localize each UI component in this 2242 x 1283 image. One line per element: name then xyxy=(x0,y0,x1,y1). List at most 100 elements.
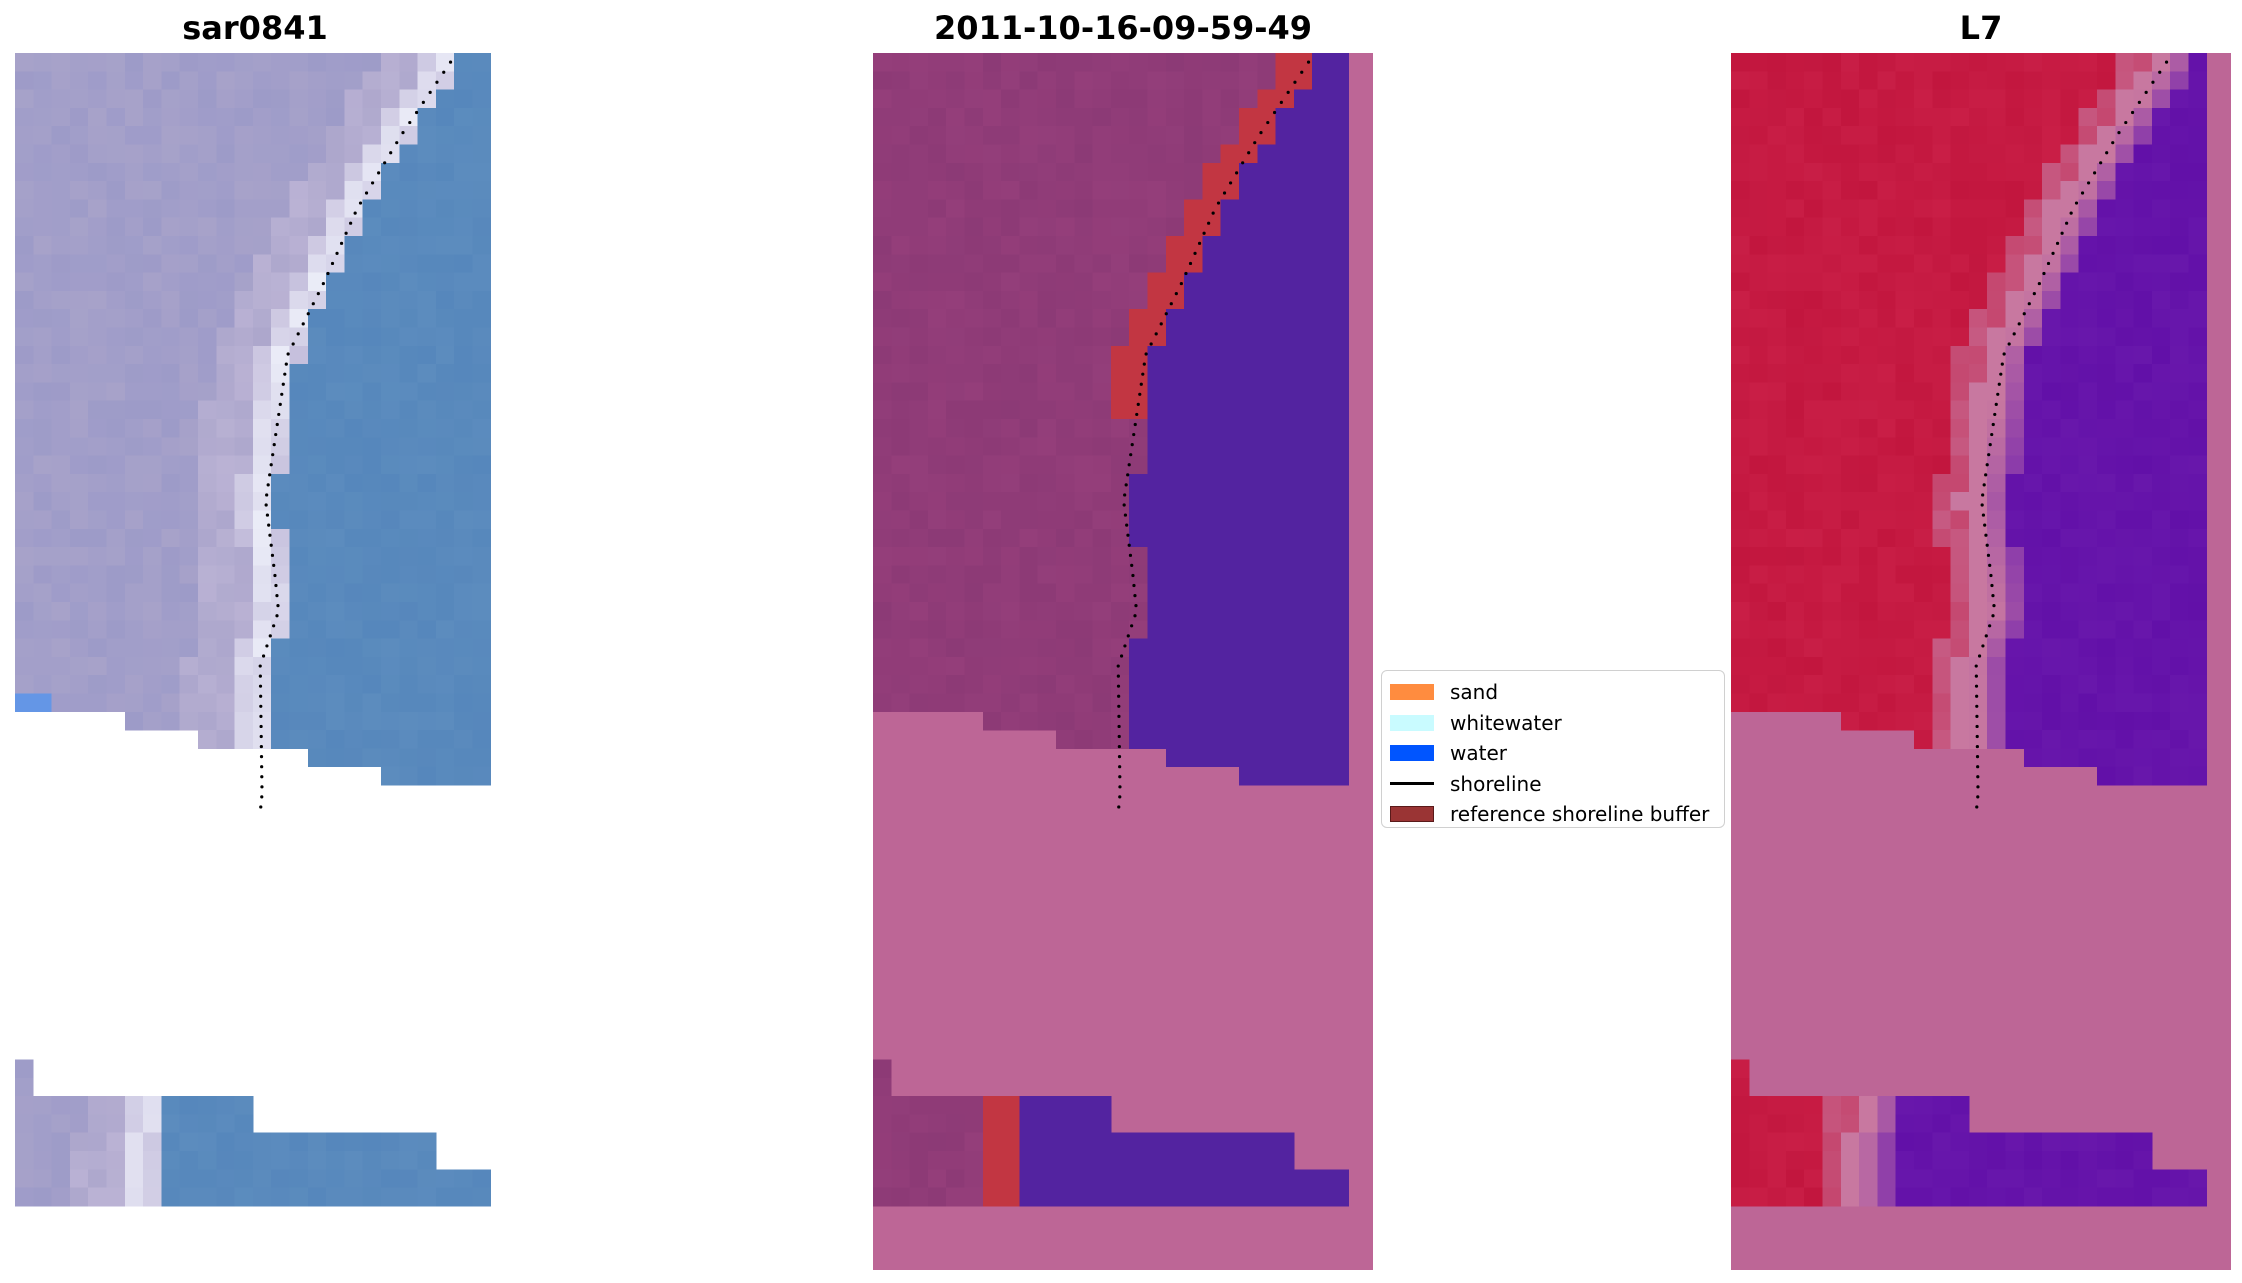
legend-swatch-whitewater xyxy=(1390,714,1434,731)
shoreline-point xyxy=(1983,523,1987,527)
shoreline-point xyxy=(260,795,264,799)
shoreline-point xyxy=(1990,432,1994,437)
shoreline-point xyxy=(1123,513,1128,517)
shoreline-point xyxy=(275,593,279,598)
shoreline-point xyxy=(2093,171,2097,175)
shoreline-point xyxy=(1132,432,1136,437)
shoreline-point xyxy=(258,674,262,678)
shoreline-point xyxy=(1259,131,1263,135)
shoreline-point xyxy=(321,281,325,286)
shoreline-point xyxy=(1994,402,1998,406)
shoreline-point xyxy=(274,432,278,437)
shoreline-point xyxy=(1272,110,1277,115)
shoreline-point xyxy=(272,443,276,447)
shoreline-point xyxy=(1202,231,1206,235)
shoreline-point xyxy=(1117,724,1121,729)
shoreline-point xyxy=(264,503,268,507)
shoreline-point xyxy=(283,372,287,376)
shoreline-point xyxy=(277,412,281,417)
shoreline-point xyxy=(421,100,425,105)
shoreline-point xyxy=(2080,191,2085,195)
shoreline-point xyxy=(258,684,263,688)
legend-swatch-sand xyxy=(1390,684,1434,701)
shoreline-point xyxy=(1116,674,1120,678)
shoreline-point xyxy=(1211,211,1215,215)
shoreline-point xyxy=(2130,110,2135,115)
shoreline-point xyxy=(260,775,264,779)
legend-label-buffer: reference shoreline buffer xyxy=(1450,802,1710,827)
shoreline-point xyxy=(269,543,273,547)
legend-item-whitewater: whitewater xyxy=(1390,708,1714,739)
panel-title-index: L7 xyxy=(1959,9,2003,47)
shoreline-point xyxy=(2055,241,2060,245)
shoreline-point xyxy=(335,251,339,255)
shoreline-point xyxy=(275,422,279,427)
shoreline-point xyxy=(260,785,264,789)
shoreline-point xyxy=(428,90,432,94)
shoreline-point xyxy=(1988,563,1992,567)
shoreline-point xyxy=(1216,201,1221,205)
shoreline-point xyxy=(1977,654,1982,658)
shoreline-point xyxy=(1117,714,1121,718)
shoreline-point xyxy=(269,463,273,467)
shoreline-point xyxy=(1991,614,1995,618)
shoreline-point xyxy=(261,654,266,658)
shoreline-point xyxy=(1134,604,1138,608)
index-image xyxy=(1731,53,2231,1270)
shoreline-point xyxy=(2065,221,2069,225)
shoreline-point xyxy=(1116,684,1121,688)
shoreline-point xyxy=(1127,543,1131,547)
shoreline-point xyxy=(259,714,263,718)
shoreline-point xyxy=(278,402,282,406)
shoreline-point xyxy=(258,664,262,668)
shoreline-point xyxy=(1125,523,1129,527)
shoreline-point xyxy=(1116,664,1120,668)
shoreline-point xyxy=(1207,221,1211,225)
shoreline-point xyxy=(1118,795,1122,799)
shoreline-point xyxy=(1996,392,2000,396)
shoreline-point xyxy=(272,563,276,567)
shoreline-point xyxy=(1241,161,1245,165)
shoreline-point xyxy=(260,765,264,769)
shoreline-point xyxy=(311,302,315,306)
shoreline-point xyxy=(1132,583,1136,588)
satellite-rgb-image xyxy=(15,53,495,1270)
panel-title-classified: 2011-10-16-09-59-49 xyxy=(933,9,1313,47)
shoreline-point xyxy=(1129,453,1133,457)
shoreline-point xyxy=(259,734,263,739)
shoreline-point xyxy=(1974,664,1978,668)
shoreline-point xyxy=(1118,765,1122,769)
shoreline-point xyxy=(301,322,305,326)
legend-item-reference-shoreline-buffer: reference shoreline buffer xyxy=(1390,799,1714,830)
shoreline-point xyxy=(1154,332,1158,336)
shoreline-point xyxy=(1159,322,1163,326)
shoreline-point xyxy=(1976,795,1980,799)
shoreline-point xyxy=(414,110,419,115)
shoreline-point xyxy=(2137,100,2141,105)
shoreline-point xyxy=(1992,604,1996,608)
shoreline-point xyxy=(266,483,270,487)
legend: sand whitewater water shoreline referenc… xyxy=(1381,670,1725,828)
shoreline-point xyxy=(2002,352,2006,356)
shoreline-point xyxy=(1990,583,1994,588)
shoreline-point xyxy=(1141,372,1145,376)
shoreline-point xyxy=(259,694,263,698)
shoreline-point xyxy=(1975,755,1980,759)
shoreline-point xyxy=(349,221,353,225)
legend-item-sand: sand xyxy=(1390,677,1714,708)
shoreline-point xyxy=(1981,493,1985,497)
shoreline-point xyxy=(2158,70,2162,74)
shoreline-point xyxy=(284,362,288,366)
legend-line-shoreline xyxy=(1390,782,1434,786)
shoreline-point xyxy=(268,533,272,537)
shoreline-point xyxy=(330,261,335,266)
shoreline-point xyxy=(1136,402,1140,406)
shoreline-point xyxy=(1188,261,1193,266)
shoreline-point xyxy=(364,191,369,195)
shoreline-point xyxy=(2074,201,2079,205)
shoreline-point xyxy=(2151,80,2155,84)
shoreline-point xyxy=(1119,654,1124,658)
shoreline-point xyxy=(442,70,446,74)
shoreline-point xyxy=(1986,553,1991,557)
shoreline-point xyxy=(1984,473,1988,477)
